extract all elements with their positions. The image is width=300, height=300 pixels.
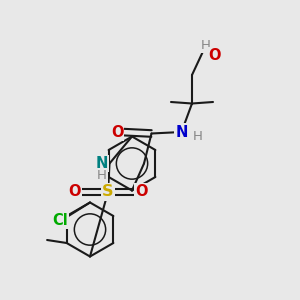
Text: N: N [96, 156, 108, 171]
Text: O: O [208, 48, 221, 63]
Text: H: H [193, 130, 203, 143]
Text: O: O [136, 184, 148, 200]
Text: N: N [175, 124, 188, 140]
Text: S: S [102, 184, 114, 200]
Text: H: H [97, 169, 107, 182]
Text: H: H [201, 38, 210, 52]
Text: O: O [111, 124, 123, 140]
Text: O: O [68, 184, 80, 200]
Text: Cl: Cl [52, 213, 68, 228]
